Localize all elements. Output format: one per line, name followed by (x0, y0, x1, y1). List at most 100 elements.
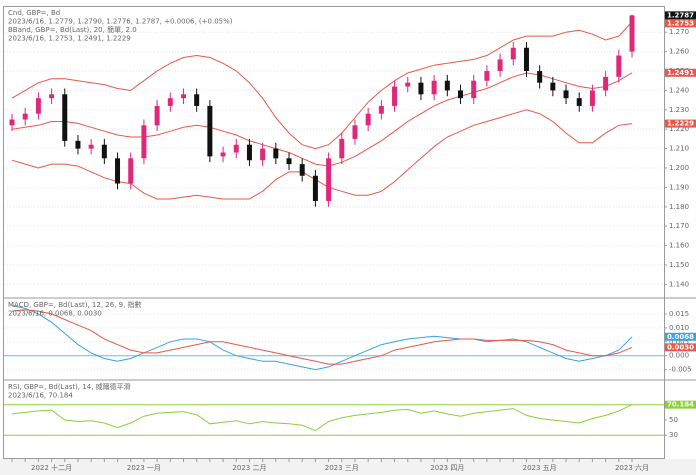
x-tick-label: 2023 六月 (615, 463, 649, 472)
candle-body (22, 113, 28, 120)
candle-body (405, 82, 411, 87)
y-tick-label: 1.170 (669, 222, 689, 230)
y-tick-label: 1.180 (669, 203, 689, 211)
last-value-box (665, 119, 696, 128)
candle-body (101, 144, 107, 159)
last-value-box (665, 68, 696, 77)
candle-body (312, 175, 318, 201)
candle-body (418, 82, 424, 95)
legend-entry: 2023/6/16, 0.0068, 0.0030 (8, 310, 102, 318)
last-value-box (665, 400, 696, 409)
candle-body (141, 125, 147, 159)
candle-body (497, 59, 503, 72)
y-tick-label: 1.270 (669, 28, 689, 36)
candle-body (563, 90, 569, 99)
candle-body (444, 80, 450, 91)
candle-body (154, 105, 160, 126)
x-tick-label: 2023 五月 (523, 464, 557, 472)
x-tick-label: 2023 四月 (430, 464, 464, 472)
candle-body (326, 158, 332, 201)
candle-body (589, 90, 595, 106)
y-tick-label: 1.220 (669, 125, 689, 133)
candle-body (260, 148, 266, 161)
last-value-box (665, 332, 696, 341)
candle-body (510, 47, 516, 60)
last-value-label: 1.2229 (667, 120, 694, 128)
candle-body (220, 152, 226, 157)
candle-body (9, 119, 15, 126)
legend-entry: 2023/6/16, 70.184 (8, 392, 73, 400)
last-value-label: 1.2491 (667, 69, 694, 77)
candle-body (392, 86, 398, 106)
candle-body (233, 144, 239, 153)
x-tick-label: 2023 二月 (232, 464, 266, 472)
candle-body (128, 158, 134, 184)
legend-entry: RSI, GBP=, Bd(Last), 14, 威爾德平滑 (8, 382, 131, 391)
x-tick-label: 2023 一月 (127, 464, 161, 472)
candle-body (378, 105, 384, 114)
x-tick-label: 2023 三月 (325, 464, 359, 472)
y-tick-label: 1.200 (669, 164, 689, 172)
y-tick-label: 30 (669, 431, 678, 439)
candle-body (194, 94, 200, 106)
candle-body (35, 98, 41, 114)
last-value-box (665, 19, 696, 28)
y-tick-label: 1.140 (669, 280, 689, 288)
candle-body (550, 82, 556, 91)
candle-body (603, 76, 609, 91)
candle-body (167, 98, 173, 106)
candle-body (75, 140, 81, 149)
candle-body (273, 148, 279, 159)
candle-body (484, 71, 490, 81)
last-value-box (665, 343, 696, 352)
legend-entry: BBand, GBP=, Bd(Last), 20, 簡單, 2.0 (8, 25, 137, 34)
band-line (11, 72, 633, 167)
last-value-label: 1.2753 (667, 19, 694, 27)
candle-body (88, 144, 94, 149)
candle-body (352, 125, 358, 139)
series-line (11, 309, 633, 365)
y-tick-label: 0.005 (669, 338, 689, 346)
y-tick-label: 1.240 (669, 86, 689, 94)
candle-body (299, 164, 305, 176)
y-tick-label: 1.190 (669, 183, 689, 191)
candle-body (629, 15, 635, 52)
candle-body (180, 94, 186, 99)
y-tick-label: 1.160 (669, 242, 689, 250)
series-line (11, 305, 633, 371)
candle-body (246, 144, 252, 161)
candle-body (523, 47, 529, 72)
y-tick-label: 1.260 (669, 48, 689, 56)
y-tick-label: 50 (669, 416, 678, 424)
y-tick-label: 1.210 (669, 145, 689, 153)
last-value-label: 70.184 (667, 401, 694, 409)
legend-entry: 2023/6/16, 1.2779, 1.2790, 1.2776, 1.278… (8, 18, 233, 26)
candle-body (339, 138, 345, 159)
y-tick-label: 0.015 (669, 310, 689, 318)
candle-body (286, 158, 292, 165)
time-axis (0, 459, 696, 475)
candle-body (471, 80, 477, 99)
candle-body (431, 80, 437, 95)
series-line (11, 404, 633, 432)
legend-entry: 2023/6/16, 1.2753, 1.2491, 1.2229 (8, 35, 131, 43)
candle-body (49, 94, 55, 99)
last-value-label: 0.0068 (667, 333, 694, 341)
candle-body (207, 105, 213, 157)
candle-body (62, 94, 68, 141)
candle-body (537, 71, 543, 83)
candle-body (616, 55, 622, 77)
candle-body (115, 158, 121, 184)
x-tick-label: 2022 十二月 (31, 463, 72, 472)
y-tick-label: 0.000 (669, 352, 689, 360)
last-value-box (665, 11, 696, 20)
legend-entry: Cnd, GBP=, Bd (8, 9, 60, 17)
candle-body (576, 98, 582, 106)
y-tick-label: 1.230 (669, 106, 689, 114)
y-tick-label: 1.150 (669, 261, 689, 269)
y-tick-label: -0.005 (669, 366, 692, 374)
candle-body (365, 113, 371, 126)
